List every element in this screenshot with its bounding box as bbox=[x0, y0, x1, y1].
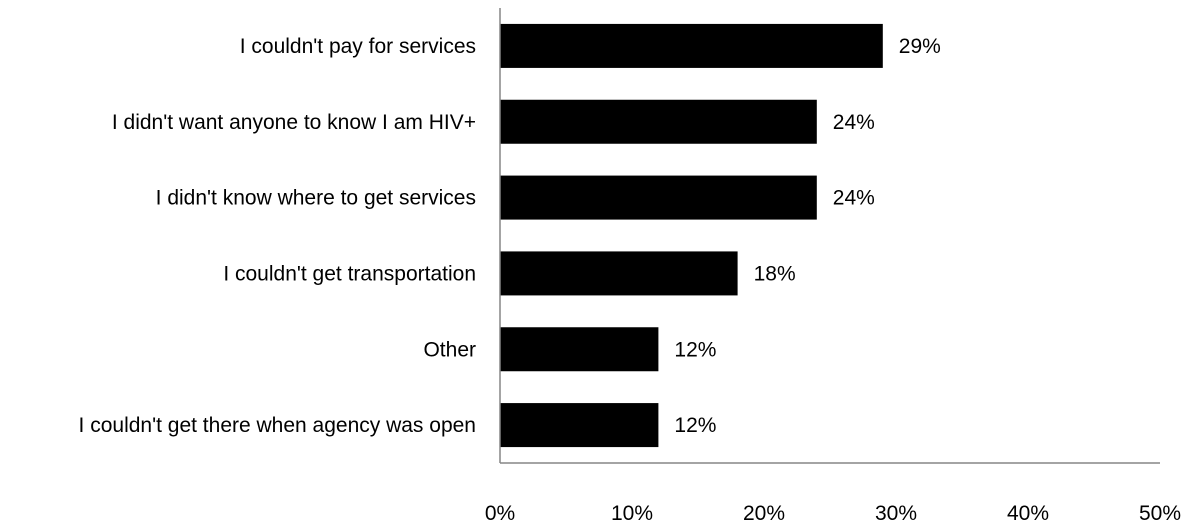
data-label-4: 12% bbox=[674, 338, 716, 361]
data-label-2: 24% bbox=[833, 187, 875, 210]
x-tick-label-4: 40% bbox=[1007, 502, 1049, 524]
category-label-4: Other bbox=[423, 338, 476, 361]
category-label-5: I couldn't get there when agency was ope… bbox=[79, 414, 476, 437]
category-labels: I couldn't pay for services I didn't want… bbox=[79, 35, 476, 437]
x-tick-label-5: 50% bbox=[1139, 502, 1181, 524]
category-label-3: I couldn't get transportation bbox=[223, 262, 476, 285]
data-label-5: 12% bbox=[674, 414, 716, 437]
x-tick-label-1: 10% bbox=[611, 502, 653, 524]
category-label-2: I didn't know where to get services bbox=[156, 187, 476, 210]
data-label-1: 24% bbox=[833, 111, 875, 134]
bar-2 bbox=[500, 175, 817, 220]
category-label-1: I didn't want anyone to know I am HIV+ bbox=[112, 111, 476, 134]
x-tick-label-0: 0% bbox=[485, 502, 515, 524]
bar-0 bbox=[500, 23, 883, 68]
bars-group bbox=[500, 23, 883, 448]
bar-3 bbox=[500, 251, 738, 296]
x-tick-labels: 0% 10% 20% 30% 40% 50% bbox=[485, 502, 1181, 524]
x-tick-label-3: 30% bbox=[875, 502, 917, 524]
bar-4 bbox=[500, 327, 659, 372]
x-tick-label-2: 20% bbox=[743, 502, 785, 524]
category-label-0: I couldn't pay for services bbox=[240, 35, 476, 58]
data-labels: 29% 24% 24% 18% 12% 12% bbox=[674, 35, 940, 437]
bar-1 bbox=[500, 99, 817, 144]
axes bbox=[499, 8, 1160, 464]
data-label-3: 18% bbox=[754, 262, 796, 285]
data-label-0: 29% bbox=[899, 35, 941, 58]
bar-5 bbox=[500, 403, 659, 448]
